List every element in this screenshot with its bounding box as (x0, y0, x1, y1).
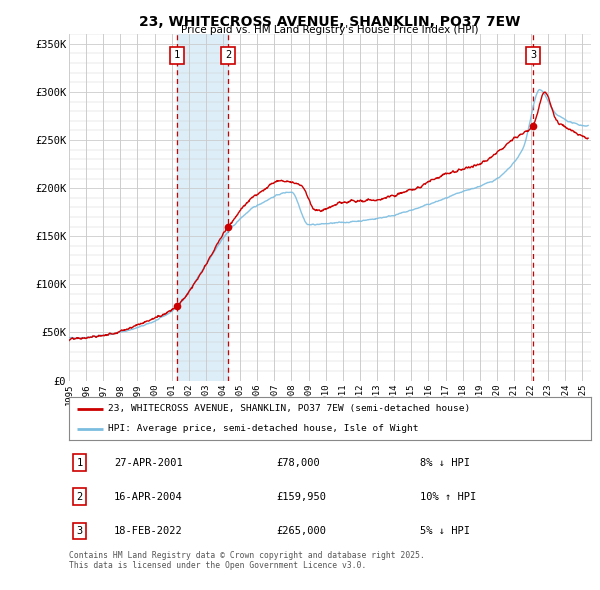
Text: 3: 3 (77, 526, 83, 536)
Text: £78,000: £78,000 (276, 458, 320, 467)
Text: HPI: Average price, semi-detached house, Isle of Wight: HPI: Average price, semi-detached house,… (108, 424, 419, 433)
Text: £159,950: £159,950 (276, 492, 326, 502)
Text: 1: 1 (174, 50, 180, 60)
Text: 1: 1 (77, 458, 83, 467)
Text: 16-APR-2004: 16-APR-2004 (114, 492, 183, 502)
Text: 18-FEB-2022: 18-FEB-2022 (114, 526, 183, 536)
Text: £265,000: £265,000 (276, 526, 326, 536)
Text: Contains HM Land Registry data © Crown copyright and database right 2025.
This d: Contains HM Land Registry data © Crown c… (69, 551, 425, 571)
Text: 8% ↓ HPI: 8% ↓ HPI (420, 458, 470, 467)
Bar (177, 34, 228, 381)
Text: 23, WHITECROSS AVENUE, SHANKLIN, PO37 7EW: 23, WHITECROSS AVENUE, SHANKLIN, PO37 7E… (139, 15, 521, 29)
Text: 5% ↓ HPI: 5% ↓ HPI (420, 526, 470, 536)
Text: 23, WHITECROSS AVENUE, SHANKLIN, PO37 7EW (semi-detached house): 23, WHITECROSS AVENUE, SHANKLIN, PO37 7E… (108, 405, 470, 414)
Text: 2: 2 (77, 492, 83, 502)
Text: Price paid vs. HM Land Registry's House Price Index (HPI): Price paid vs. HM Land Registry's House … (181, 25, 479, 35)
Text: 3: 3 (530, 50, 536, 60)
Text: 27-APR-2001: 27-APR-2001 (114, 458, 183, 467)
Text: 2: 2 (225, 50, 231, 60)
Text: 10% ↑ HPI: 10% ↑ HPI (420, 492, 476, 502)
